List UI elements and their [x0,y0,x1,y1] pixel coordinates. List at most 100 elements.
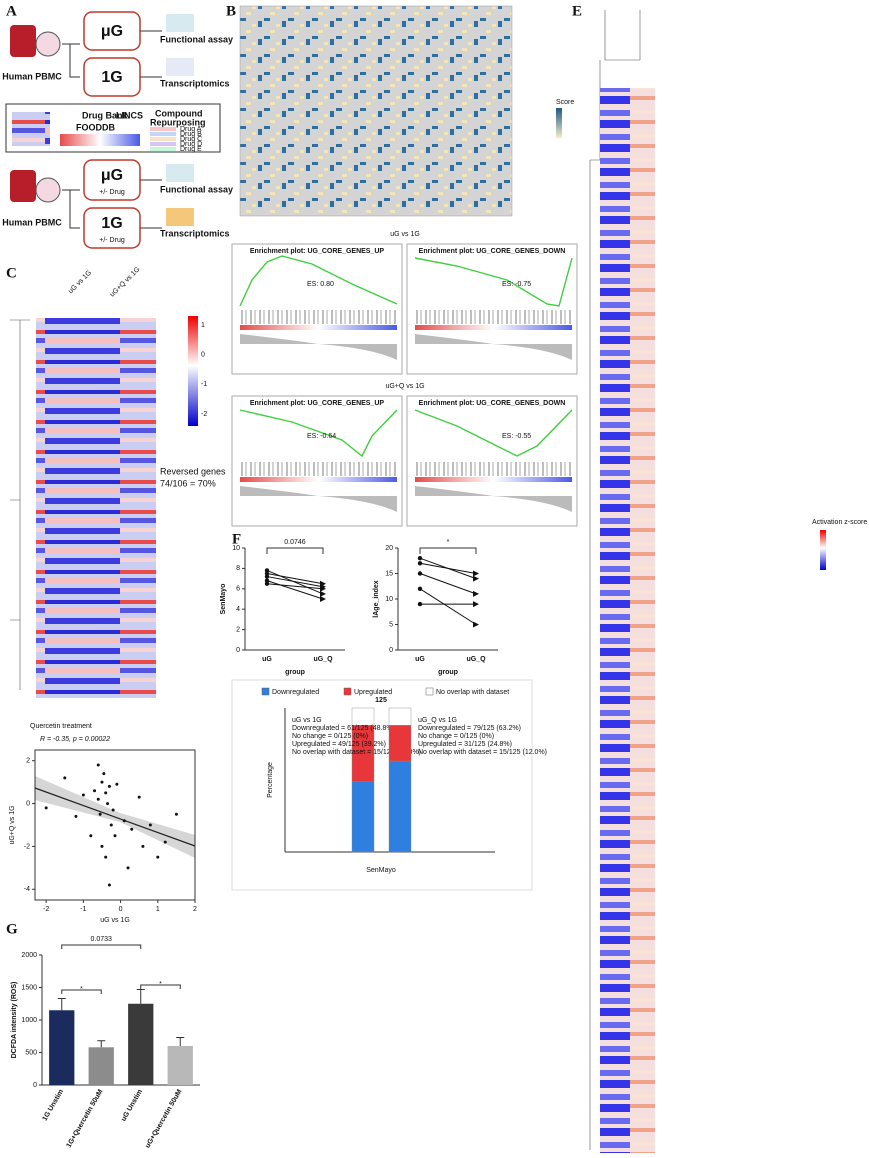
y-axis-label: lAge_index [373,580,380,617]
y-tick-label: -4 [24,886,30,893]
point [320,585,326,592]
y-axis-label: DCFDA intensity (ROS) [11,982,18,1059]
pair-line [266,576,324,588]
label: μG [101,167,123,184]
point [320,596,326,602]
label: Compound [155,108,203,118]
point [115,782,119,786]
pair-line [419,588,477,625]
point [174,812,178,816]
x-tick-label: -1 [80,906,86,913]
bracket [140,984,181,989]
x-tick-label: 2 [193,906,197,913]
es-curve [414,409,573,457]
heatmap [240,6,512,216]
annotation: 74/106 = 70% [160,478,216,488]
icon [12,112,50,146]
y-tick-label: 1000 [21,1017,37,1024]
point [417,571,423,576]
y-tick-label: -2 [24,843,30,850]
x-tick-label: uG Unstim [120,1088,144,1122]
bracket [61,944,142,949]
color-scale [556,108,562,138]
y-tick-label: 20 [385,545,393,552]
note: No overlap with dataset = 15/125 (12.0%) [418,749,547,756]
chart-title: Quercetin treatment [30,723,92,730]
point [473,590,479,597]
point [473,601,479,608]
point [264,571,270,576]
y-tick-label: 10 [232,545,240,552]
bar-segment [388,760,412,853]
point [100,844,104,848]
y-tick-label: 6 [236,586,240,593]
plot-title: Enrichment plot: UG_CORE_GENES_DOWN [419,400,566,407]
drug-swatch [150,147,176,151]
label: Human PBMC [2,71,62,81]
rank-bar [415,477,572,482]
label: +/- Drug [99,189,125,196]
label: Functional assay [160,184,233,194]
rank-metric [240,486,397,512]
heatmap [36,318,156,698]
plot-title: Enrichment plot: UG_CORE_GENES_DOWN [419,248,566,255]
error-bar [176,1037,185,1046]
scale-tick: 0 [201,351,205,358]
rank-metric [240,334,397,360]
plot-frame [34,749,196,901]
bar [88,1047,114,1085]
rank-bar [240,325,397,330]
error-bar [97,1040,106,1048]
drug-label: Drug B [180,131,202,138]
es-label: ES: -0.55 [502,433,531,440]
label: Repurposing [150,117,206,127]
scale-tick: -1 [201,381,207,388]
blood-tube [10,170,36,202]
point [156,855,160,859]
x-tick-label: 0 [119,906,123,913]
y-tick-label: 10 [385,596,393,603]
note: No change = 0/125 (0%) [292,733,368,740]
label: Functional assay [160,34,233,44]
annotation: 0.0746 [284,539,306,546]
x-tick-label: uG+Quercetin 50uM [144,1088,183,1149]
color-scale [820,530,826,570]
x-tick-label: uG_Q [466,656,486,663]
x-axis-label: SenMayo [366,867,396,874]
x-tick-label: 1 [156,906,160,913]
column-label: uG vs 1G [67,269,93,295]
point [107,784,111,788]
pair-line [266,583,324,590]
plot-title: Enrichment plot: UG_CORE_GENES_UP [250,400,385,407]
note: Upregulated = 31/125 (24.8%) [418,741,512,748]
panel-label: A [6,3,17,19]
label: +/- Drug [99,237,125,244]
legend-swatch [343,687,352,696]
enrichment-plots: Enrichment plot: UG_CORE_GENES_UP ES: 0.8… [231,243,578,527]
x-axis-label: uG vs 1G [100,917,130,924]
rank-bar [415,325,572,330]
label: LINCS [116,110,143,120]
point [96,763,100,767]
point [104,855,108,859]
legend-label: Downregulated [272,689,319,696]
point [473,621,479,628]
note: No change = 0/125 (0%) [418,733,494,740]
x-tick-label: -2 [43,906,49,913]
y-tick-label: 2 [26,758,30,765]
label: 1G [101,215,122,232]
y-tick-label: 5 [389,621,393,628]
panel-label: G [6,921,18,937]
heatmap [600,88,655,1153]
y-tick-label: 4 [236,606,240,613]
panel-frame [231,679,533,891]
es-label: ES: -0.64 [307,433,336,440]
panel-a: Human PBMC μG 1G Functional assay Transc… [2,11,233,249]
hit-barcode [240,310,397,324]
point [137,795,141,799]
point [96,797,100,801]
x-axis-label: group [438,669,458,676]
es-label: ES: -0.75 [502,281,531,288]
point [320,580,326,587]
icon [166,14,194,32]
